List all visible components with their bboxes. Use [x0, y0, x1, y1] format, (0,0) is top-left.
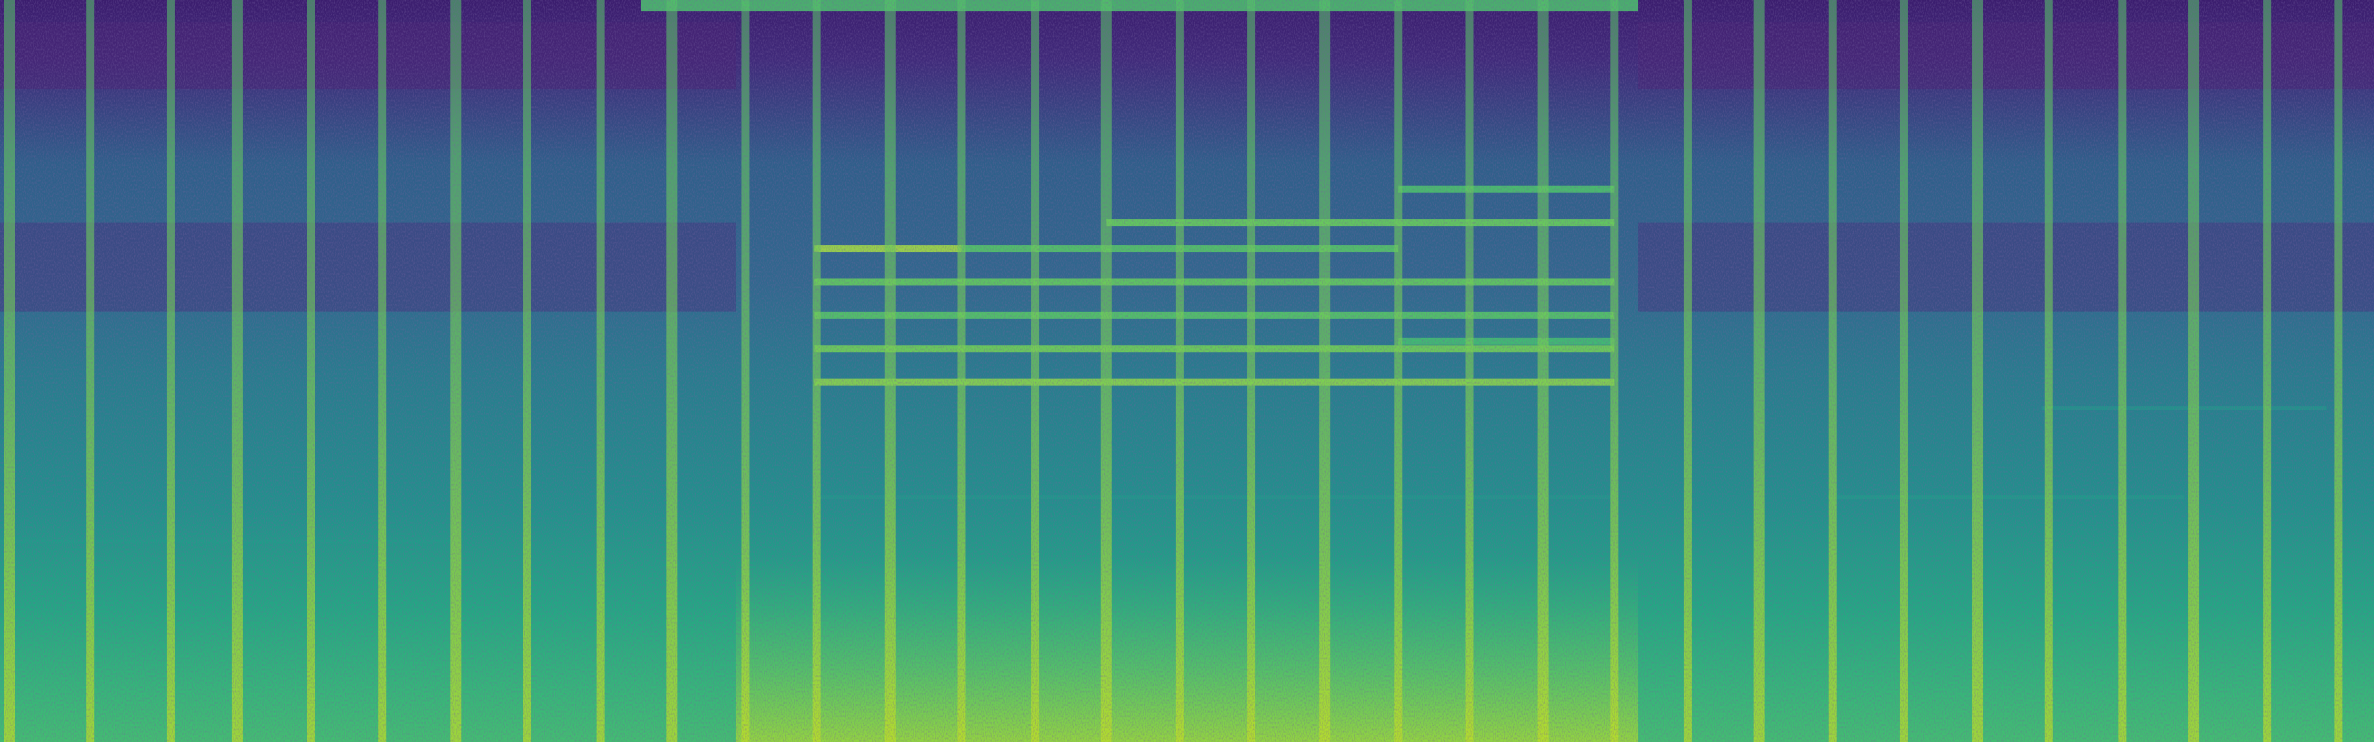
spectrogram-heatmap — [0, 0, 2374, 742]
spectrogram-panel — [0, 0, 2374, 742]
noise-overlay — [0, 0, 2374, 742]
